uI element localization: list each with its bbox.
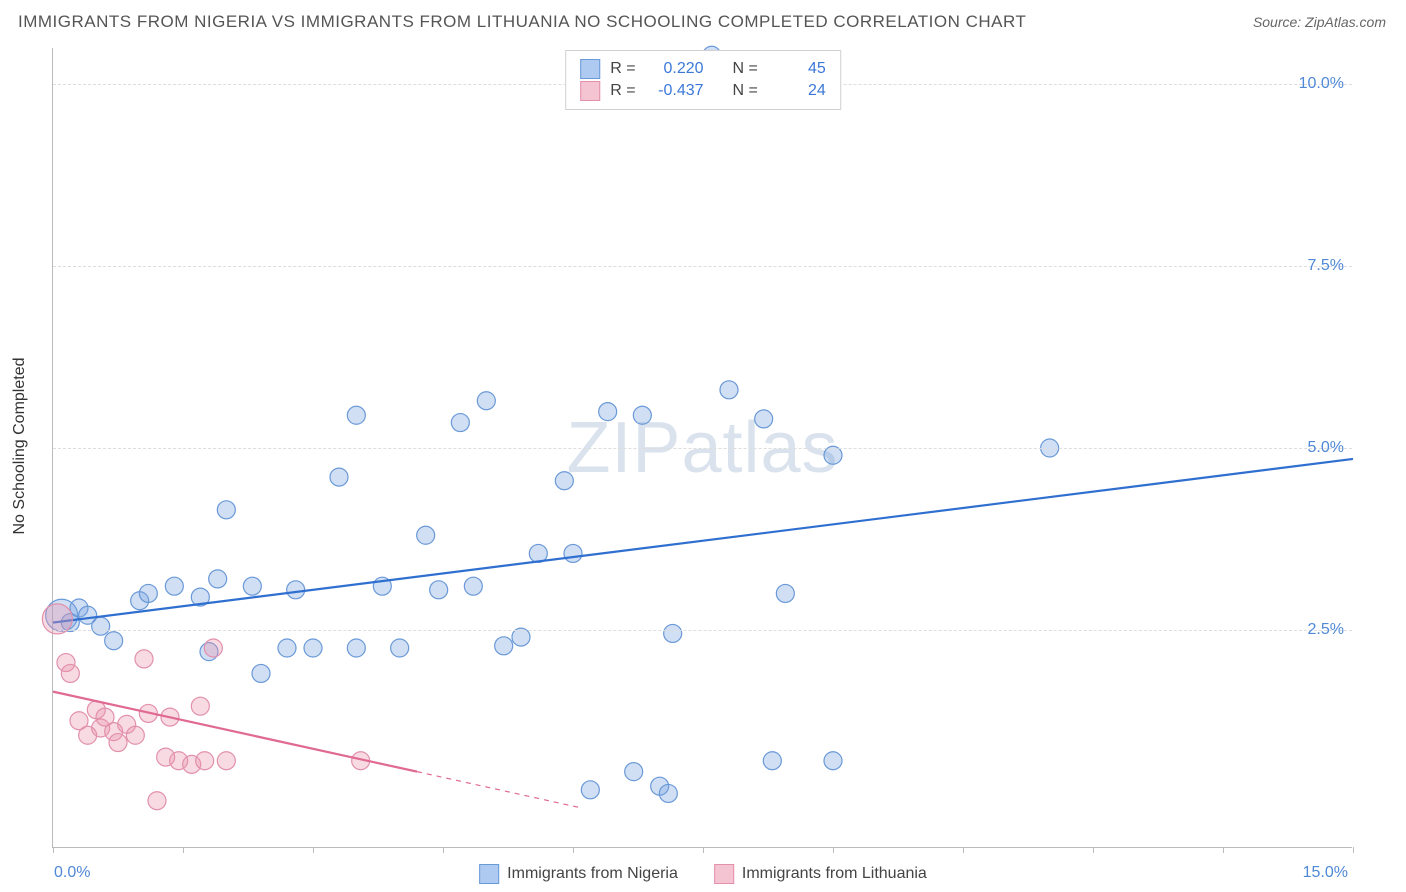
data-point xyxy=(278,639,296,657)
data-point xyxy=(664,624,682,642)
x-tick xyxy=(963,847,964,853)
data-point xyxy=(659,784,677,802)
x-tick xyxy=(313,847,314,853)
data-point xyxy=(581,781,599,799)
data-point xyxy=(347,406,365,424)
data-point xyxy=(824,752,842,770)
data-point xyxy=(165,577,183,595)
data-point xyxy=(633,406,651,424)
data-point xyxy=(464,577,482,595)
data-point xyxy=(135,650,153,668)
data-point xyxy=(755,410,773,428)
x-tick xyxy=(1353,847,1354,853)
data-point xyxy=(191,697,209,715)
legend-label: Immigrants from Nigeria xyxy=(507,865,678,883)
legend: Immigrants from Nigeria Immigrants from L… xyxy=(479,864,927,884)
chart-area: ZIPatlas 2.5%5.0%7.5%10.0% xyxy=(52,48,1352,848)
x-tick xyxy=(1093,847,1094,853)
r-label: R = xyxy=(610,82,635,100)
x-tick xyxy=(573,847,574,853)
data-point xyxy=(105,632,123,650)
r-value: 0.220 xyxy=(646,60,704,78)
data-point xyxy=(625,763,643,781)
data-point xyxy=(564,544,582,562)
grid-line xyxy=(53,266,1352,267)
data-point xyxy=(209,570,227,588)
data-point xyxy=(417,526,435,544)
stats-row: R = 0.220 N = 45 xyxy=(580,59,826,79)
y-axis-title: No Schooling Completed xyxy=(11,358,29,535)
data-point xyxy=(126,726,144,744)
data-point xyxy=(217,752,235,770)
y-tick-label: 7.5% xyxy=(1308,257,1344,275)
data-point xyxy=(304,639,322,657)
y-tick-label: 10.0% xyxy=(1299,75,1344,93)
x-tick xyxy=(183,847,184,853)
x-tick xyxy=(703,847,704,853)
legend-swatch xyxy=(479,864,499,884)
data-point xyxy=(555,472,573,490)
data-point xyxy=(252,664,270,682)
n-label: N = xyxy=(732,82,757,100)
source-label: Source: ZipAtlas.com xyxy=(1253,14,1386,30)
r-value: -0.437 xyxy=(646,82,704,100)
x-tick xyxy=(1223,847,1224,853)
legend-item: Immigrants from Lithuania xyxy=(714,864,927,884)
grid-line xyxy=(53,448,1352,449)
data-point xyxy=(599,403,617,421)
data-point xyxy=(196,752,214,770)
legend-label: Immigrants from Lithuania xyxy=(742,865,927,883)
n-label: N = xyxy=(732,60,757,78)
data-point xyxy=(451,414,469,432)
data-point xyxy=(347,639,365,657)
data-point xyxy=(720,381,738,399)
data-point xyxy=(495,637,513,655)
data-point xyxy=(763,752,781,770)
stats-box: R = 0.220 N = 45 R = -0.437 N = 24 xyxy=(565,50,841,110)
data-point xyxy=(430,581,448,599)
data-point xyxy=(148,792,166,810)
data-point xyxy=(217,501,235,519)
n-value: 24 xyxy=(768,82,826,100)
legend-swatch xyxy=(714,864,734,884)
x-tick xyxy=(443,847,444,853)
data-point xyxy=(287,581,305,599)
data-point xyxy=(330,468,348,486)
trend-line xyxy=(53,459,1353,623)
data-point xyxy=(109,734,127,752)
series-swatch xyxy=(580,81,600,101)
data-point xyxy=(243,577,261,595)
chart-title: IMMIGRANTS FROM NIGERIA VS IMMIGRANTS FR… xyxy=(18,12,1026,32)
r-label: R = xyxy=(610,60,635,78)
trend-line-dashed xyxy=(417,772,582,808)
n-value: 45 xyxy=(768,60,826,78)
x-tick xyxy=(53,847,54,853)
data-point xyxy=(477,392,495,410)
series-swatch xyxy=(580,59,600,79)
data-point xyxy=(92,617,110,635)
data-point xyxy=(204,639,222,657)
data-point xyxy=(139,584,157,602)
x-axis-min-label: 0.0% xyxy=(54,864,90,882)
data-point xyxy=(61,664,79,682)
y-tick-label: 5.0% xyxy=(1308,439,1344,457)
data-point xyxy=(776,584,794,602)
stats-row: R = -0.437 N = 24 xyxy=(580,81,826,101)
x-axis-max-label: 15.0% xyxy=(1303,864,1348,882)
x-tick xyxy=(833,847,834,853)
grid-line xyxy=(53,630,1352,631)
legend-item: Immigrants from Nigeria xyxy=(479,864,678,884)
y-tick-label: 2.5% xyxy=(1308,621,1344,639)
data-point xyxy=(391,639,409,657)
